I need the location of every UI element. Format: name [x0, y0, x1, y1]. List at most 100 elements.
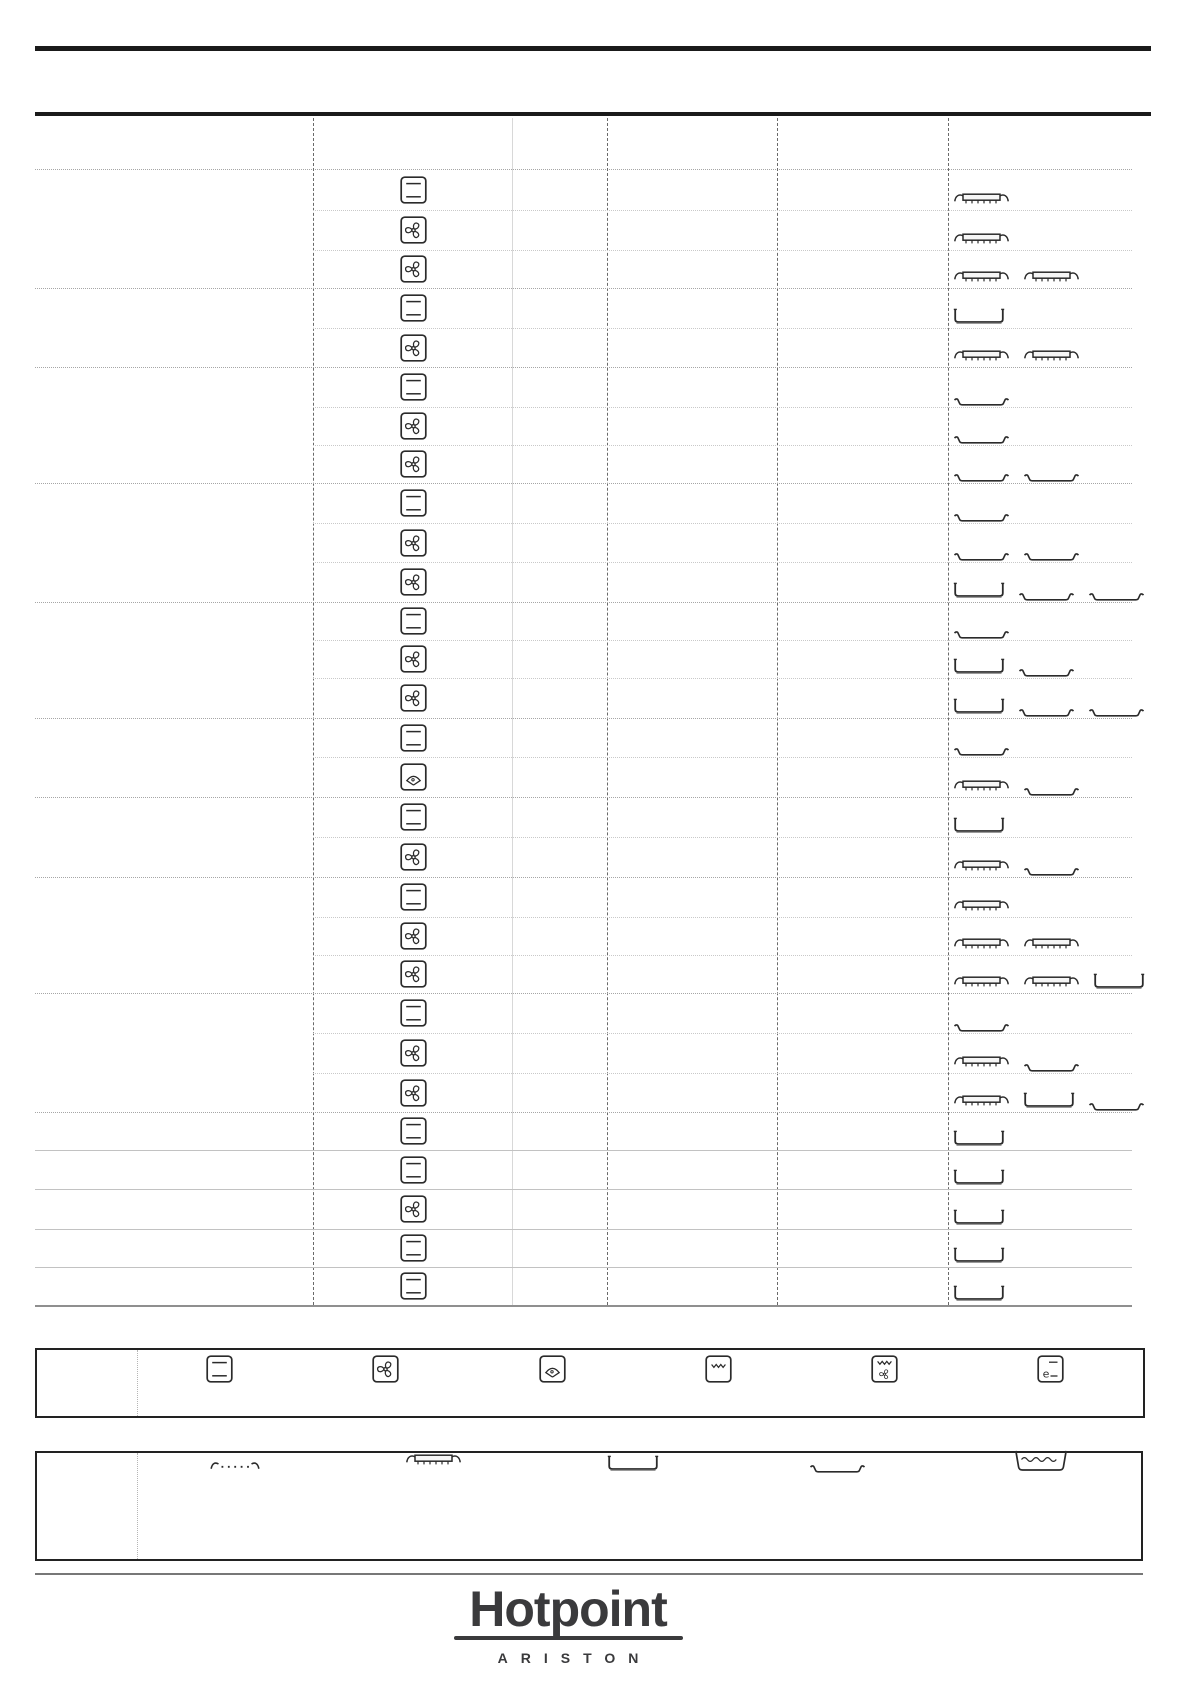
accessories-legend-box	[35, 1451, 1143, 1561]
function-cell-row-7	[400, 412, 427, 440]
pizza-icon	[400, 763, 427, 791]
shelf-rails-icon	[210, 1462, 260, 1469]
wire-rack-icon	[954, 976, 1009, 987]
shallow-tray-icon	[1023, 1064, 1080, 1072]
top-rule-2	[35, 112, 1151, 116]
accessory-wire-rack-row-5	[1023, 349, 1080, 369]
table-header-line	[35, 169, 1132, 170]
row-separator	[313, 837, 1132, 838]
functions-legend-box	[35, 1348, 1145, 1418]
fan-oven-icon	[400, 922, 427, 950]
group-separator	[35, 1189, 1132, 1190]
accessory-wire-rack-row-20	[953, 937, 1010, 957]
shallow-tray-icon	[953, 514, 1010, 522]
function-cell-row-20	[400, 922, 427, 950]
deep-tray-icon	[607, 1455, 659, 1471]
accessory-deep-tray-row-24	[1023, 1092, 1075, 1114]
wire-rack-icon	[954, 900, 1009, 911]
wire-rack-icon	[954, 1095, 1009, 1106]
legend-function-eco: e	[1036, 1355, 1064, 1383]
shallow-tray-icon	[953, 474, 1010, 482]
column-divider-1	[313, 118, 314, 1305]
row-separator	[313, 328, 1132, 329]
group-separator	[35, 602, 1132, 603]
function-cell-row-21	[400, 960, 427, 988]
deep-tray-icon	[953, 582, 1005, 598]
shallow-tray-icon	[1018, 593, 1075, 601]
accessory-shallow-tray-row-13	[1018, 665, 1075, 683]
accessory-wire-rack-row-16	[953, 779, 1010, 799]
grill-icon	[704, 1355, 732, 1383]
eco-icon: e	[1036, 1355, 1064, 1383]
row-separator	[313, 640, 1132, 641]
wire-rack-icon	[954, 233, 1009, 244]
row-separator	[313, 445, 1132, 446]
accessory-deep-tray-row-17	[953, 817, 1005, 839]
group-separator	[35, 993, 1132, 994]
static-oven-icon	[400, 1117, 427, 1145]
group-separator	[35, 718, 1132, 719]
svg-text:e: e	[1042, 1368, 1049, 1381]
function-cell-row-2	[400, 216, 427, 244]
row-separator	[313, 210, 1132, 211]
deep-tray-icon	[953, 658, 1005, 674]
wire-rack-icon	[954, 350, 1009, 361]
column-divider-4	[777, 118, 778, 1305]
accessory-wire-rack-row-19	[953, 899, 1010, 919]
accessory-deep-tray-row-25	[953, 1130, 1005, 1152]
group-separator	[35, 1150, 1132, 1151]
static-oven-icon	[205, 1355, 233, 1383]
wire-rack-icon	[1024, 350, 1079, 361]
fan-oven-icon	[400, 216, 427, 244]
legend-function-grill-fan	[870, 1355, 898, 1383]
accessory-deep-tray-row-28	[953, 1247, 1005, 1269]
group-separator	[35, 1229, 1132, 1230]
function-cell-row-12	[400, 607, 427, 635]
deep-tray-icon	[953, 1247, 1005, 1263]
shallow-tray-icon	[1023, 868, 1080, 876]
accessory-shallow-tray-row-18	[1023, 864, 1080, 882]
accessory-shallow-tray-row-16	[1023, 784, 1080, 802]
accessory-shallow-tray-row-7	[953, 432, 1010, 450]
shallow-tray-icon	[1088, 593, 1145, 601]
legend-function-pizza	[538, 1355, 566, 1383]
wire-rack-icon	[954, 780, 1009, 791]
fan-oven-icon	[400, 334, 427, 362]
static-oven-icon	[400, 373, 427, 401]
accessory-deep-tray-row-13	[953, 658, 1005, 680]
functions-legend-divider	[137, 1350, 138, 1416]
static-oven-icon	[400, 176, 427, 204]
accessory-shallow-tray-row-14	[1088, 705, 1145, 723]
function-cell-row-26	[400, 1156, 427, 1184]
row-separator	[313, 955, 1132, 956]
row-separator	[313, 678, 1132, 679]
function-cell-row-27	[400, 1195, 427, 1223]
accessory-wire-rack-row-23	[953, 1055, 1010, 1075]
accessory-wire-rack-row-24	[953, 1094, 1010, 1114]
accessory-shallow-tray-row-23	[1023, 1060, 1080, 1078]
pizza-icon	[538, 1355, 566, 1383]
fan-oven-icon	[400, 843, 427, 871]
static-oven-icon	[400, 1272, 427, 1300]
shallow-tray-icon	[1018, 669, 1075, 677]
accessory-shallow-tray-row-14	[1018, 705, 1075, 723]
wire-rack-icon	[1024, 976, 1079, 987]
shallow-tray-icon	[953, 1024, 1010, 1032]
brand-subname: ARISTON	[497, 1650, 652, 1666]
function-cell-row-29	[400, 1272, 427, 1300]
accessory-wire-rack-row-2	[953, 232, 1010, 252]
accessory-wire-rack-row-18	[953, 859, 1010, 879]
static-oven-icon	[400, 999, 427, 1027]
function-cell-row-22	[400, 999, 427, 1027]
static-oven-icon	[400, 607, 427, 635]
static-oven-icon	[400, 1156, 427, 1184]
accessory-deep-tray-row-11	[953, 582, 1005, 604]
function-cell-row-5	[400, 334, 427, 362]
function-cell-row-13	[400, 645, 427, 673]
deep-tray-icon	[953, 1285, 1005, 1301]
accessory-shallow-tray-row-22	[953, 1020, 1010, 1038]
accessory-shallow-tray-row-9	[953, 510, 1010, 528]
wire-rack-icon	[1024, 938, 1079, 949]
deep-tray-icon	[953, 1130, 1005, 1146]
logo-underline	[454, 1636, 683, 1640]
